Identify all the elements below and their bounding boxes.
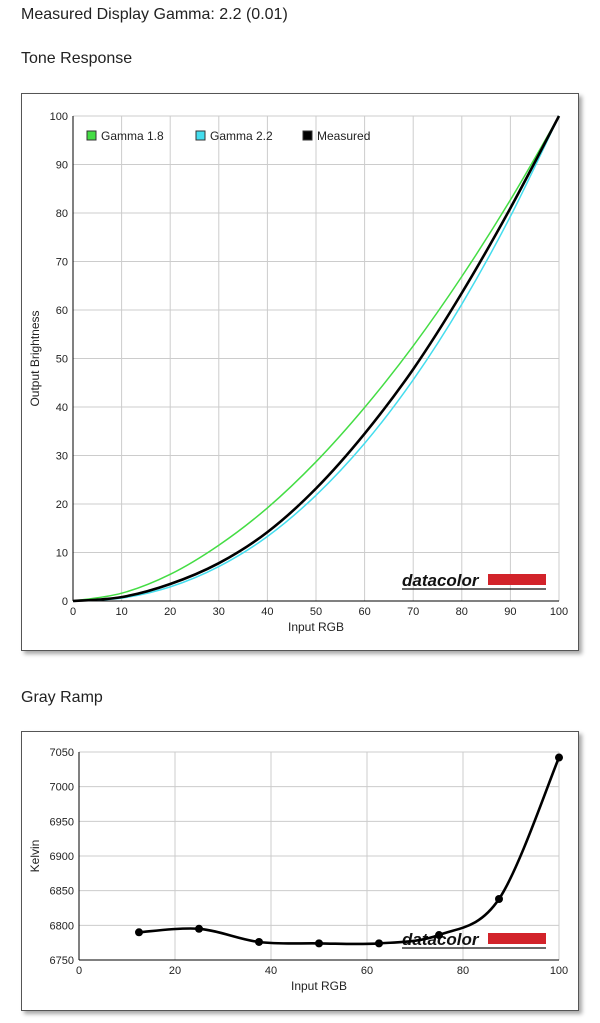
y-tick-label: 20	[56, 499, 68, 511]
y-tick-label: 60	[56, 305, 68, 317]
watermark-text: datacolor	[402, 571, 480, 590]
y-tick-label: 90	[56, 160, 68, 172]
gamma-1-8-line	[72, 115, 560, 602]
y-tick-label: 100	[50, 111, 68, 123]
y-tick-label: 40	[56, 402, 68, 414]
gray-ramp-chart: 0 20 40 60 80 100 6750 6800 6850 6900 6950 7000 7050…	[28, 747, 568, 993]
grid	[72, 115, 560, 602]
tone-response-chart-panel: 0 10 20 30 40 50 60 70 80 90 100 0 10 20 30 40 50 60 70 80 9…	[21, 93, 579, 651]
gamma-2-2-line	[72, 115, 560, 602]
y-axis-label: Output Brightness	[28, 310, 42, 406]
y-tick-label: 50	[56, 354, 68, 366]
legend-label: Gamma 1.8	[101, 129, 164, 143]
y-tick-label: 70	[56, 257, 68, 269]
x-tick-label: 20	[169, 965, 181, 977]
kelvin-data-point	[435, 931, 443, 940]
y-tick-label: 7050	[50, 747, 74, 759]
x-tick-label: 70	[407, 606, 419, 618]
y-tick-label: 6900	[50, 851, 74, 863]
kelvin-data-point	[495, 894, 503, 903]
y-tick-label: 6800	[50, 920, 74, 932]
x-tick-label: 80	[457, 965, 469, 977]
y-tick-label: 80	[56, 208, 68, 220]
legend-label: Measured	[317, 129, 370, 143]
x-tick-label: 30	[213, 606, 225, 618]
tone-response-chart: 0 10 20 30 40 50 60 70 80 90 100 0 10 20 30 40 50 60 70 80 9…	[28, 111, 568, 634]
kelvin-data-point	[315, 939, 323, 948]
legend-swatch-measured	[302, 130, 313, 141]
gray-ramp-heading: Gray Ramp	[21, 689, 103, 706]
y-axis-label: Kelvin	[28, 840, 42, 873]
legend: Gamma 1.8 Gamma 2.2 Measured	[86, 129, 370, 143]
kelvin-data-point	[195, 924, 203, 933]
x-tick-label: 50	[310, 606, 322, 618]
y-tick-label: 6750	[50, 955, 74, 967]
tone-response-heading: Tone Response	[21, 50, 133, 67]
x-tick-label: 100	[550, 606, 568, 618]
kelvin-data-point	[255, 937, 263, 946]
legend-swatch-gamma-1-8	[86, 130, 97, 141]
x-tick-label: 100	[550, 965, 568, 977]
kelvin-data-point	[375, 939, 383, 948]
y-tick-label: 0	[62, 596, 68, 608]
legend-label: Gamma 2.2	[210, 129, 273, 143]
y-tick-label: 7000	[50, 782, 74, 794]
page-title: Measured Display Gamma: 2.2 (0.01)	[21, 6, 288, 23]
watermark-text: datacolor	[402, 930, 480, 949]
legend-swatch-gamma-2-2	[195, 130, 206, 141]
x-tick-label: 40	[261, 606, 273, 618]
grid	[78, 751, 560, 961]
kelvin-data-point	[135, 928, 143, 937]
x-axis-label: Input RGB	[291, 979, 347, 993]
x-tick-label: 20	[164, 606, 176, 618]
x-tick-label: 90	[504, 606, 516, 618]
x-tick-label: 0	[76, 965, 82, 977]
watermark-red-bar	[488, 574, 546, 585]
measured-line	[72, 115, 561, 603]
y-tick-label: 10	[56, 548, 68, 560]
y-tick-label: 6850	[50, 886, 74, 898]
datacolor-watermark: datacolor	[402, 930, 546, 949]
gray-ramp-chart-panel: 0 20 40 60 80 100 6750 6800 6850 6900 6950 7000 7050…	[21, 731, 579, 1011]
watermark-red-bar	[488, 933, 546, 944]
datacolor-watermark: datacolor	[402, 571, 546, 590]
x-tick-label: 60	[361, 965, 373, 977]
x-tick-label: 10	[115, 606, 127, 618]
x-tick-label: 60	[358, 606, 370, 618]
kelvin-data-point	[555, 753, 563, 762]
x-tick-label: 80	[456, 606, 468, 618]
y-tick-label: 6950	[50, 816, 74, 828]
x-axis-label: Input RGB	[288, 620, 344, 634]
kelvin-line	[138, 756, 561, 946]
y-tick-label: 30	[56, 451, 68, 463]
x-tick-label: 0	[70, 606, 76, 618]
x-tick-label: 40	[265, 965, 277, 977]
